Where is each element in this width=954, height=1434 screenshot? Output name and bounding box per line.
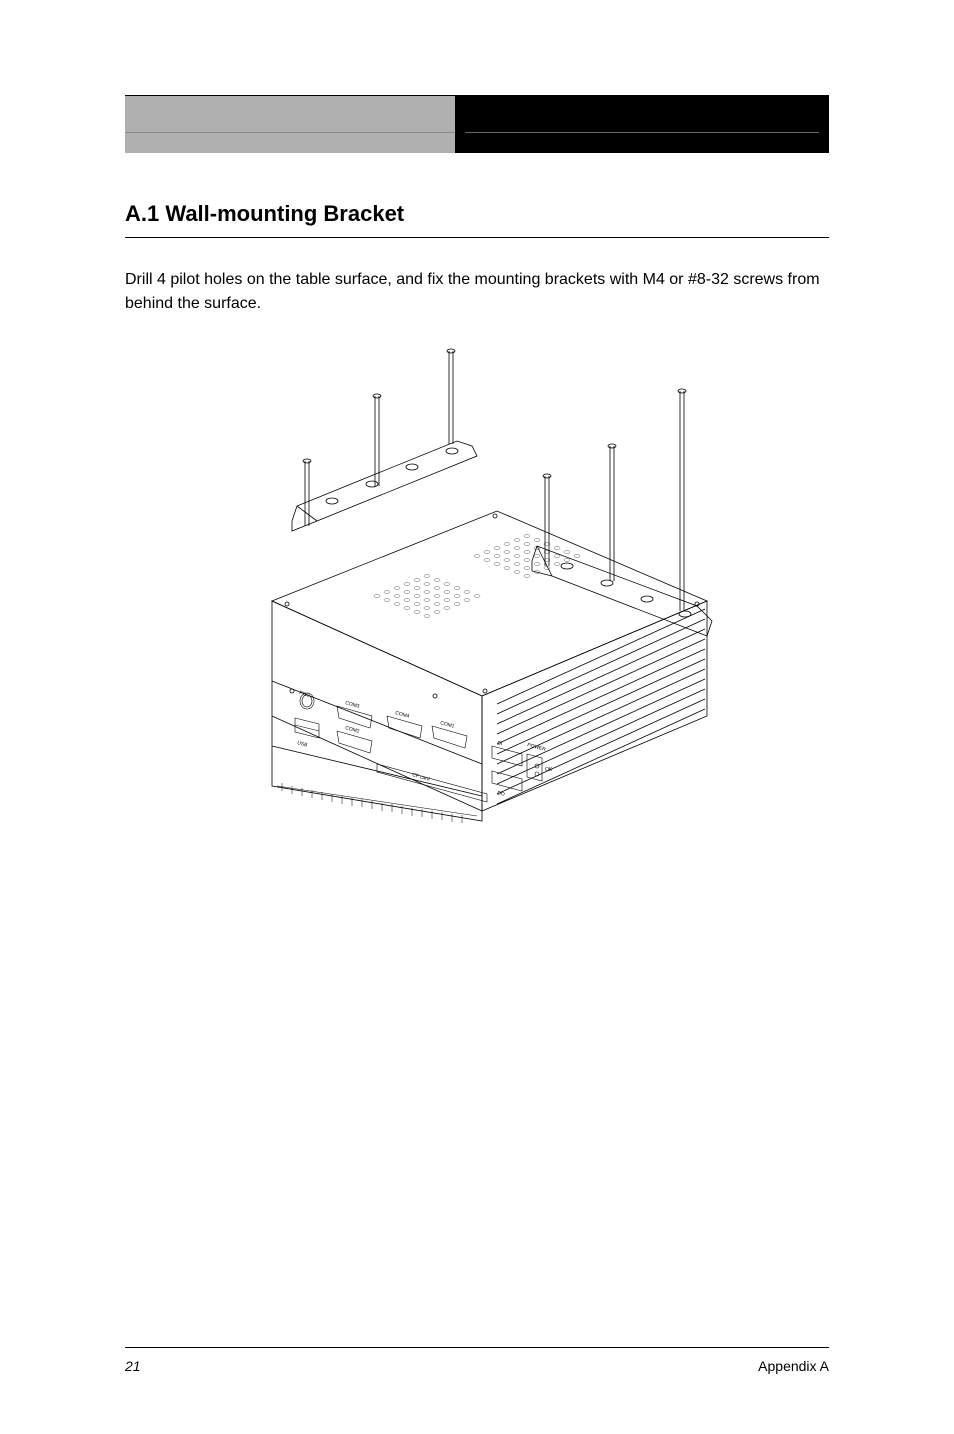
page-footer: 21 Appendix A: [125, 1347, 829, 1374]
svg-text:COM4: COM4: [394, 710, 410, 720]
svg-text:OK: OK: [545, 767, 553, 773]
footer-doc-title: Appendix A: [758, 1358, 829, 1374]
svg-text:POWER: POWER: [526, 742, 546, 753]
svg-text:PS/2: PS/2: [298, 690, 310, 699]
section-number: A.1: [125, 201, 159, 226]
header-bar: [125, 95, 829, 153]
svg-text:USB: USB: [296, 740, 308, 749]
svg-text:DO: DO: [496, 790, 505, 798]
svg-text:COM1: COM1: [439, 720, 455, 730]
figure-container: PS/2 COM3 COM2 COM4 COM1 USB CF card POW…: [125, 346, 829, 831]
section-heading: Wall-mounting Bracket: [165, 201, 404, 226]
section-title: A.1 Wall-mounting Bracket: [125, 201, 829, 238]
svg-text:COM2: COM2: [344, 725, 360, 735]
header-right-panel: [455, 95, 829, 153]
svg-text:DI: DI: [496, 740, 502, 747]
svg-text:CF card: CF card: [411, 772, 430, 782]
body-paragraph: Drill 4 pilot holes on the table surface…: [125, 268, 829, 316]
header-left-panel: [125, 95, 455, 153]
svg-text:COM3: COM3: [344, 700, 360, 710]
mounting-diagram: PS/2 COM3 COM2 COM4 COM1 USB CF card POW…: [197, 346, 757, 826]
footer-page-number: 21: [125, 1358, 141, 1374]
